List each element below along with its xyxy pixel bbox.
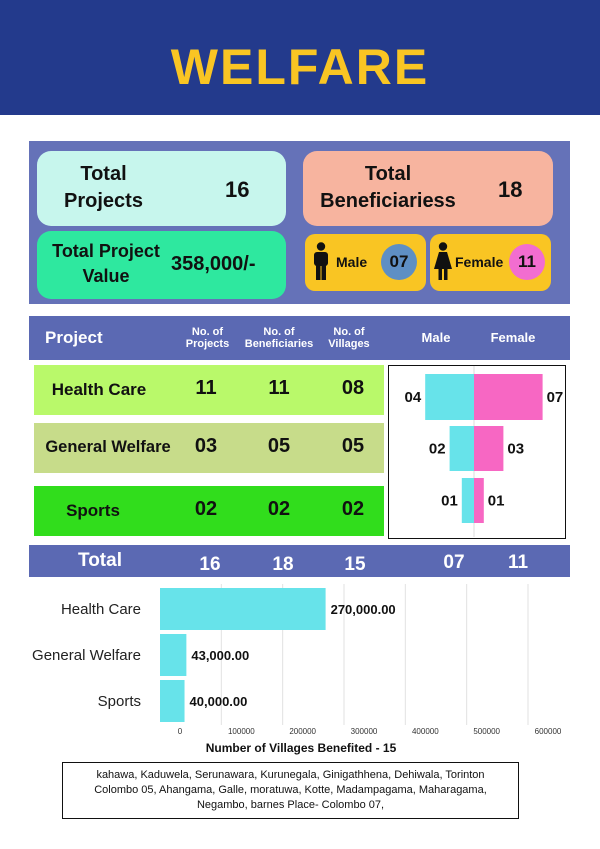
x-tick-label: 0 — [178, 727, 183, 736]
pyramid-bar-male — [449, 426, 474, 471]
header-no-villages-line2: Villages — [328, 338, 370, 350]
project-value-svg: 0 100000 200000 300000 400000 500000 600000 Hea… — [32, 584, 562, 755]
header-no-villages: No. of Villages — [322, 326, 376, 350]
category-label: General Welfare — [32, 647, 141, 664]
category-label: Sports — [98, 693, 141, 710]
header-no-projects: No. of Projects — [175, 326, 240, 350]
header-banner: WELFARE — [0, 0, 600, 115]
total-projects-label-line1: Total — [80, 163, 127, 185]
total-beneficiaries-label-line2: Beneficiariess — [320, 190, 456, 212]
total-projects: 16 — [199, 554, 221, 575]
gender-pyramid-chart: 04 07 02 03 01 01 — [388, 365, 566, 539]
pyramid-bar-male — [425, 374, 474, 420]
header-female: Female — [490, 330, 536, 345]
pyramid-label-male: 01 — [441, 493, 458, 510]
x-tick-label: 200000 — [289, 727, 316, 736]
header-male: Male — [421, 330, 451, 345]
pyramid-bar-male — [461, 478, 474, 523]
header-no-beneficiaries-line2: Beneficiaries — [244, 338, 314, 350]
total-beneficiaries-value: 18 — [498, 177, 523, 202]
header-no-beneficiaries-line1: No. of — [263, 326, 295, 338]
pyramid-bar-female — [474, 426, 504, 471]
total-female: 11 — [507, 552, 529, 573]
villages-line-3: Negambo, barnes Place- Colombo 07, — [196, 799, 385, 811]
villages-list: kahawa, Kaduwela, Serunawara, Kurunegala… — [62, 762, 519, 819]
female-count-card: Female 11 — [430, 234, 551, 291]
villages-line-2: Colombo 05, Ahangama, Galle, moratuwa, K… — [94, 784, 487, 796]
pyramid-label-female: 01 — [488, 493, 505, 510]
row-villages: 08 — [341, 377, 365, 399]
table-row: Health Care 11 11 08 — [34, 365, 384, 415]
total-project-value: 358,000/- — [171, 253, 256, 275]
category-label: Health Care — [61, 601, 141, 618]
table-header: Project No. of Projects No. of Beneficia… — [29, 316, 570, 360]
male-count-circle: 07 — [381, 244, 417, 280]
total-projects-label: Total Projects — [51, 161, 156, 215]
total-row: Total 16 18 15 07 11 — [29, 545, 570, 577]
row-beneficiaries: 05 — [267, 435, 291, 457]
total-project-value-label: Total Project Value — [42, 239, 170, 289]
x-tick-label: 600000 — [535, 727, 562, 736]
female-count-circle: 11 — [509, 244, 545, 280]
row-name: General Welfare — [45, 438, 171, 456]
row-projects: 03 — [194, 435, 218, 457]
x-tick-label: 400000 — [412, 727, 439, 736]
x-tick-label: 300000 — [351, 727, 378, 736]
header-no-projects-line2: Projects — [185, 338, 230, 350]
x-tick-label: 500000 — [473, 727, 500, 736]
row-beneficiaries: 11 — [268, 377, 290, 399]
total-male: 07 — [443, 552, 465, 573]
pyramid-bar-female — [474, 374, 543, 420]
total-beneficiaries: 18 — [272, 554, 294, 575]
row-projects: 02 — [194, 498, 218, 520]
total-beneficiaries-label: Total Beneficiariess — [308, 161, 468, 215]
total-project-value-label-line1: Total Project — [52, 241, 160, 261]
row-name: Sports — [66, 501, 120, 520]
header-project: Project — [45, 328, 103, 347]
total-beneficiaries-label-line1: Total — [364, 163, 412, 185]
total-beneficiaries-card: Total Beneficiariess 18 — [303, 151, 553, 226]
total-projects-value: 16 — [225, 177, 250, 202]
x-axis-title: Number of Villages Benefited - 15 — [206, 741, 397, 755]
pyramid-label-male: 02 — [429, 441, 446, 458]
pyramid-label-female: 07 — [547, 389, 564, 406]
value-bar — [160, 680, 185, 722]
pyramid-bar-female — [474, 478, 484, 523]
row-villages: 02 — [341, 498, 365, 520]
pyramid-label-female: 03 — [507, 441, 524, 458]
table-row: Sports 02 02 02 — [34, 486, 384, 536]
row-villages: 05 — [341, 435, 365, 457]
header-no-beneficiaries: No. of Beneficiaries — [236, 326, 322, 350]
header-no-projects-line1: No. of — [191, 326, 224, 338]
value-label: 270,000.00 — [331, 602, 396, 617]
table-row: General Welfare 03 05 05 — [34, 423, 384, 473]
pyramid-label-male: 04 — [405, 389, 422, 406]
total-label: Total — [78, 550, 122, 571]
row-projects: 11 — [195, 377, 217, 399]
total-projects-label-line2: Projects — [64, 190, 143, 212]
page-title: WELFARE — [170, 39, 430, 95]
total-project-value-label-line2: Value — [82, 266, 130, 286]
row-name: Health Care — [51, 380, 147, 399]
total-villages: 15 — [344, 554, 366, 575]
total-projects-card: Total Projects 16 — [37, 151, 286, 226]
villages-line-1: kahawa, Kaduwela, Serunawara, Kurunegala… — [96, 769, 485, 781]
row-beneficiaries: 02 — [267, 498, 291, 520]
value-bar — [160, 634, 187, 676]
project-value-chart: 0 100000 200000 300000 400000 500000 600000 Hea… — [29, 580, 570, 758]
male-count-card: Male 07 — [305, 234, 426, 291]
total-project-value-card: Total Project Value 358,000/- — [37, 231, 286, 299]
value-bar — [160, 588, 326, 630]
male-label: Male — [336, 254, 368, 270]
gender-pyramid-svg: 04 07 02 03 01 01 — [405, 366, 564, 537]
x-tick-label: 100000 — [228, 727, 255, 736]
female-label: Female — [455, 254, 504, 270]
value-label: 40,000.00 — [190, 694, 248, 709]
female-icon — [434, 242, 452, 280]
value-label: 43,000.00 — [191, 648, 249, 663]
header-no-villages-line1: No. of — [333, 326, 365, 338]
male-icon — [314, 242, 328, 280]
